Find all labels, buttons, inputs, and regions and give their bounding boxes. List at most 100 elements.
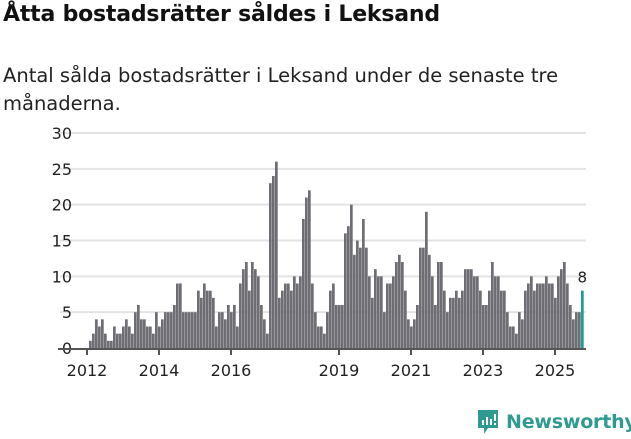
y-tick-label: 25 bbox=[52, 160, 72, 179]
bar bbox=[119, 333, 122, 348]
bar bbox=[344, 233, 347, 348]
bar bbox=[188, 312, 191, 348]
bar bbox=[509, 326, 512, 348]
bar bbox=[473, 276, 476, 348]
bar bbox=[254, 269, 257, 348]
bar bbox=[200, 297, 203, 348]
bar bbox=[329, 290, 332, 348]
bar bbox=[446, 312, 449, 348]
bar bbox=[494, 276, 497, 348]
bar bbox=[134, 312, 137, 348]
bar bbox=[380, 276, 383, 348]
bar bbox=[326, 312, 329, 348]
bar bbox=[485, 305, 488, 348]
bar bbox=[518, 312, 521, 348]
bar bbox=[506, 312, 509, 348]
bar bbox=[248, 290, 251, 348]
bar bbox=[278, 297, 281, 348]
bar bbox=[170, 312, 173, 348]
bar bbox=[479, 290, 482, 348]
bar bbox=[101, 319, 104, 348]
bar bbox=[374, 269, 377, 348]
bar bbox=[140, 319, 143, 348]
bar bbox=[95, 319, 98, 348]
bar bbox=[257, 276, 260, 348]
bar bbox=[413, 319, 416, 348]
bar bbox=[407, 319, 410, 348]
bar bbox=[113, 326, 116, 348]
bar bbox=[536, 283, 539, 348]
bar bbox=[356, 240, 359, 348]
bar bbox=[164, 312, 167, 348]
bar bbox=[524, 290, 527, 348]
x-tick-label: 2021 bbox=[391, 361, 432, 380]
bar bbox=[563, 262, 566, 348]
bar bbox=[293, 276, 296, 348]
bar bbox=[416, 305, 419, 348]
bar bbox=[551, 283, 554, 348]
bar bbox=[110, 340, 113, 348]
bar bbox=[251, 262, 254, 348]
bar bbox=[515, 333, 518, 348]
bar bbox=[122, 326, 125, 348]
bar bbox=[377, 276, 380, 348]
x-tick-label: 2012 bbox=[67, 361, 108, 380]
bar bbox=[236, 326, 239, 348]
bar bbox=[545, 276, 548, 348]
y-tick-label: 30 bbox=[52, 124, 72, 143]
bar bbox=[398, 254, 401, 348]
bar bbox=[404, 290, 407, 348]
bar bbox=[476, 276, 479, 348]
bar bbox=[425, 211, 428, 348]
bar bbox=[365, 247, 368, 348]
bar bbox=[491, 262, 494, 348]
bar bbox=[107, 340, 110, 348]
bar bbox=[98, 326, 101, 348]
bar bbox=[191, 312, 194, 348]
bar bbox=[431, 276, 434, 348]
bar bbox=[104, 333, 107, 348]
bar bbox=[182, 312, 185, 348]
bar bbox=[341, 305, 344, 348]
bar bbox=[569, 305, 572, 348]
bar bbox=[386, 283, 389, 348]
bar bbox=[245, 262, 248, 348]
bar bbox=[281, 290, 284, 348]
bar bbox=[152, 333, 155, 348]
bar bbox=[203, 283, 206, 348]
bar bbox=[296, 283, 299, 348]
bar bbox=[263, 319, 266, 348]
bar bbox=[158, 326, 161, 348]
bar bbox=[389, 283, 392, 348]
bar bbox=[488, 290, 491, 348]
bar bbox=[359, 247, 362, 348]
bar bbox=[347, 226, 350, 348]
y-tick-label: 10 bbox=[52, 267, 72, 286]
bar bbox=[89, 340, 92, 348]
x-tick-label: 2023 bbox=[463, 361, 504, 380]
bar bbox=[335, 305, 338, 348]
bar bbox=[197, 290, 200, 348]
bar bbox=[455, 290, 458, 348]
bar bbox=[395, 262, 398, 348]
bar bbox=[194, 312, 197, 348]
bar bbox=[449, 297, 452, 348]
bar bbox=[428, 254, 431, 348]
bar bbox=[227, 305, 230, 348]
bar bbox=[218, 312, 221, 348]
bar bbox=[533, 290, 536, 348]
chart-subtitle: Antal sålda bostadsrätter i Leksand unde… bbox=[3, 64, 559, 115]
bar bbox=[392, 276, 395, 348]
bar bbox=[308, 190, 311, 348]
bar bbox=[548, 283, 551, 348]
bar bbox=[320, 326, 323, 348]
bar bbox=[458, 297, 461, 348]
bar bbox=[176, 283, 179, 348]
bar bbox=[539, 283, 542, 348]
bar bbox=[212, 297, 215, 348]
x-tick-label: 2019 bbox=[319, 361, 360, 380]
bar bbox=[368, 276, 371, 348]
bar bbox=[461, 290, 464, 348]
bar bbox=[527, 283, 530, 348]
bar bbox=[215, 326, 218, 348]
